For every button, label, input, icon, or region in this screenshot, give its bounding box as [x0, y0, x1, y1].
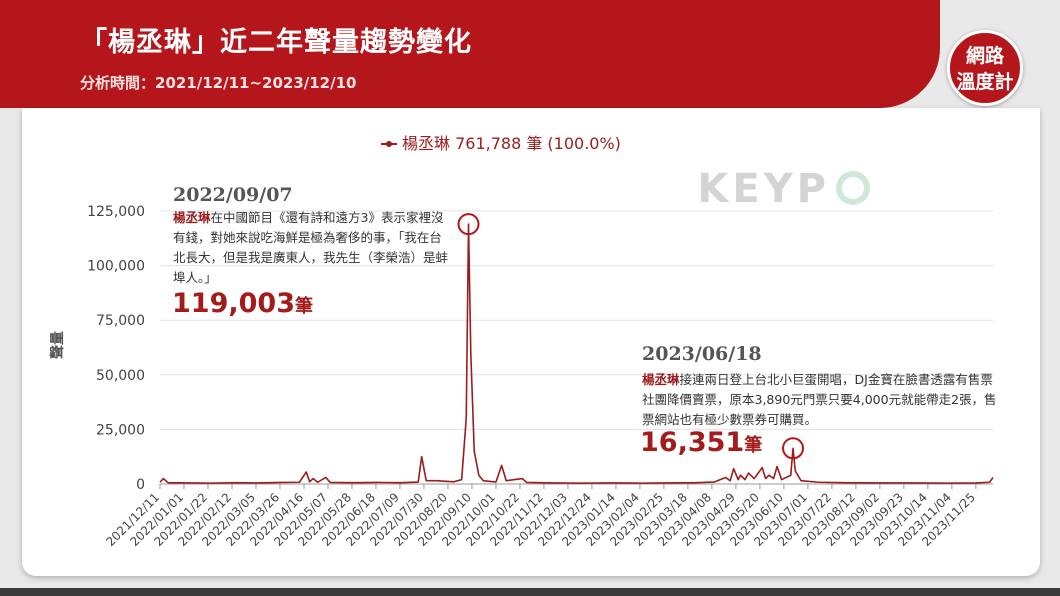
data-line	[159, 223, 994, 484]
y-tick-label: 75,000	[96, 313, 145, 329]
annotation-date: 2023/06/18	[642, 343, 762, 365]
annotation-body: 接連兩日登上台北小巨蛋開唱，DJ金寶在臉書透露有售票社團降價賣票，原本3,890…	[642, 372, 997, 427]
subtitle: 分析時間：2021/12/11~2023/12/10	[80, 74, 357, 92]
watermark-icon	[836, 171, 870, 205]
y-tick-label: 125,000	[87, 204, 145, 220]
y-axis-label: 聲量	[49, 331, 66, 359]
logo: 網路 溫度計	[947, 30, 1023, 106]
legend-label: 楊丞琳 761,788 筆 (100.0%)	[402, 134, 621, 153]
legend-marker	[386, 141, 392, 147]
highlight-circle	[782, 437, 805, 460]
annotation-value-label: 119,003	[172, 288, 295, 319]
highlight-circle	[457, 213, 480, 236]
y-tick-label: 50,000	[96, 368, 145, 384]
logo-text: 網路	[965, 45, 1004, 67]
annotation-value: 119,003筆	[172, 288, 313, 319]
annotation-value-label: 16,351	[640, 427, 745, 458]
annotation-highlight: 楊丞琳	[173, 210, 211, 225]
y-tick-label: 100,000	[87, 259, 145, 275]
y-tick-label: 0	[136, 477, 145, 493]
annotation-highlight: 楊丞琳	[642, 372, 680, 387]
title: 「楊丞琳」近二年聲量趨勢變化	[80, 27, 472, 58]
y-tick-label: 25,000	[96, 422, 145, 438]
bottom-bar	[0, 588, 1060, 596]
annotation-date: 2022/09/07	[173, 184, 293, 206]
annotation-text: 楊丞琳接連兩日登上台北小巨蛋開唱，DJ金寶在臉書透露有售票社團降價賣票，原本3,…	[642, 370, 1002, 430]
chart-card	[22, 108, 1040, 576]
annotation-body: 在中國節目《還有詩和遠方3》表示家裡沒有錢，對她來說吃海鮮是極為奢侈的事，「我在…	[173, 210, 449, 285]
annotation-value: 16,351筆	[640, 427, 762, 458]
header-band	[0, 0, 940, 108]
watermark: KEYP	[697, 166, 830, 212]
annotation-unit: 筆	[744, 435, 763, 456]
annotation-text: 楊丞琳在中國節目《還有詩和遠方3》表示家裡沒有錢，對她來說吃海鮮是極為奢侈的事，…	[173, 208, 453, 288]
logo-text: 溫度計	[956, 71, 1014, 93]
annotation-unit: 筆	[294, 296, 313, 317]
